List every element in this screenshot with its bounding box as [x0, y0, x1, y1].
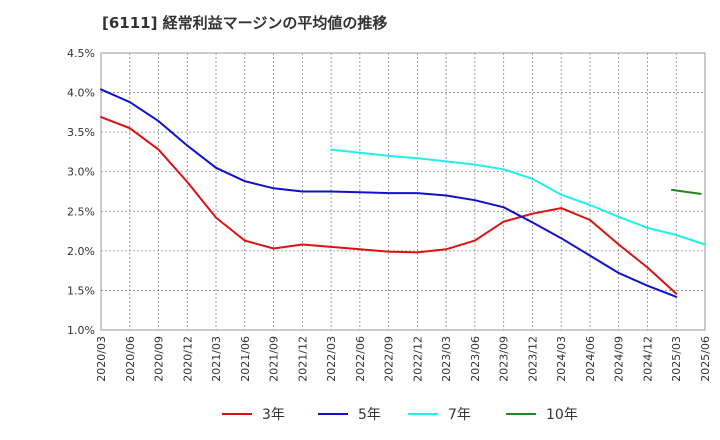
y-tick-label: 4.5% — [67, 47, 95, 60]
x-tick-label: 2022/06 — [354, 336, 367, 382]
plot-area — [100, 52, 706, 331]
y-tick-label: 3.0% — [67, 166, 95, 179]
grid-lines — [101, 53, 705, 330]
series-line-3年 — [100, 116, 678, 295]
legend: 3年 5年 7年 10年 — [222, 407, 578, 423]
y-tick-label: 1.0% — [67, 324, 95, 337]
x-tick-label: 2020/03 — [95, 336, 108, 382]
series-line-10年 — [670, 188, 702, 195]
x-tick-label: 2024/03 — [555, 336, 568, 382]
chart-title: [6111] 経常利益マージンの平均値の推移 — [102, 14, 388, 32]
legend-label: 7年 — [448, 407, 471, 423]
x-tick-label: 2024/12 — [641, 336, 654, 382]
y-axis-ticks: 1.0% 1.5% 2.0% 2.5% 3.0% 3.5% 4.0% 4.5% — [67, 47, 95, 337]
y-tick-label: 2.0% — [67, 245, 95, 258]
x-tick-label: 2022/03 — [325, 336, 338, 382]
y-tick-label: 4.0% — [67, 87, 95, 100]
y-tick-label: 2.5% — [67, 205, 95, 218]
series-line-7年 — [330, 148, 706, 246]
x-tick-label: 2023/03 — [440, 336, 453, 382]
y-tick-label: 3.5% — [67, 126, 95, 139]
series-line-5年 — [100, 88, 678, 298]
x-tick-label: 2021/06 — [239, 336, 252, 382]
x-tick-label: 2024/09 — [613, 336, 626, 382]
series-lines — [100, 88, 706, 298]
x-tick-label: 2021/09 — [268, 336, 281, 382]
x-tick-label: 2024/06 — [584, 336, 597, 382]
x-tick-label: 2021/12 — [296, 336, 309, 382]
x-tick-label: 2023/06 — [469, 336, 482, 382]
x-tick-label: 2023/12 — [526, 336, 539, 382]
x-axis-ticks: 2020/03 2020/06 2020/09 2020/12 2021/03 2021/… — [95, 336, 712, 382]
y-tick-label: 1.5% — [67, 284, 95, 297]
x-tick-label: 2025/03 — [670, 336, 683, 382]
x-tick-label: 2020/12 — [181, 336, 194, 382]
x-tick-label: 2023/09 — [498, 336, 511, 382]
legend-label: 3年 — [262, 407, 285, 423]
x-tick-label: 2025/06 — [699, 336, 712, 382]
x-tick-label: 2021/03 — [210, 336, 223, 382]
x-tick-label: 2022/09 — [383, 336, 396, 382]
legend-label: 5年 — [358, 407, 381, 423]
x-tick-label: 2020/09 — [153, 336, 166, 382]
legend-label: 10年 — [546, 407, 578, 423]
x-tick-label: 2020/06 — [124, 336, 137, 382]
x-tick-label: 2022/12 — [411, 336, 424, 382]
